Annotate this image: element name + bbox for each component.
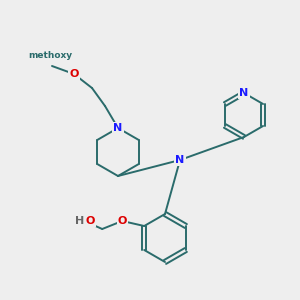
Text: H: H — [75, 216, 84, 226]
Text: O: O — [85, 216, 95, 226]
Text: methoxy: methoxy — [28, 51, 72, 60]
Text: N: N — [239, 88, 249, 98]
Text: N: N — [113, 123, 123, 133]
Text: O: O — [69, 69, 79, 79]
Text: N: N — [176, 155, 184, 165]
Text: O: O — [118, 216, 127, 226]
